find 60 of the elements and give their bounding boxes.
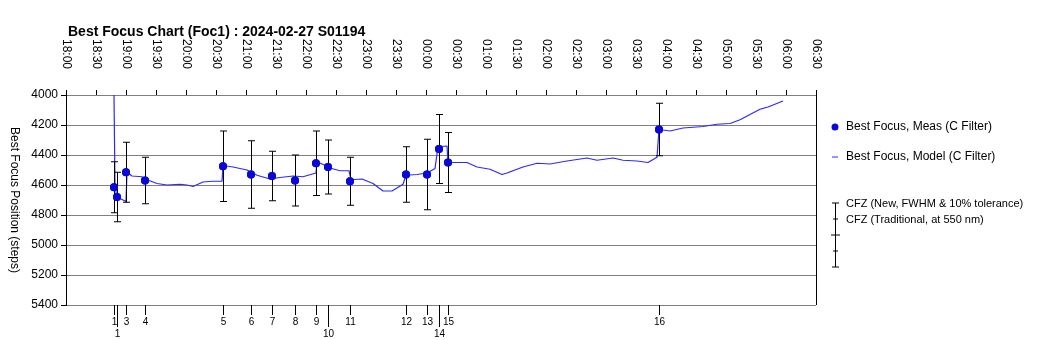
x-tick-label: 19:00 bbox=[120, 38, 135, 70]
x2-tick-label: 12 bbox=[400, 315, 413, 327]
annotation: 10 bbox=[322, 327, 335, 339]
annotation: 14 bbox=[433, 327, 446, 339]
x-tick-label: 18:00 bbox=[60, 38, 75, 70]
annotation: 1 bbox=[114, 327, 121, 339]
y-tick-label: 5200 bbox=[31, 267, 59, 282]
x-tick-label: 04:00 bbox=[660, 38, 675, 70]
y-tick-label: 4600 bbox=[31, 177, 59, 192]
x-tick-label: 04:30 bbox=[690, 38, 705, 70]
point bbox=[291, 176, 299, 185]
x-tick-label: 22:30 bbox=[330, 38, 345, 70]
x-tick-label: 22:00 bbox=[300, 38, 315, 70]
y-tick-label: 5400 bbox=[31, 297, 59, 312]
chart-title: Best Focus Chart (Foc1) : 2024-02-27 S01194 bbox=[68, 23, 366, 39]
x-tick-label: 21:30 bbox=[270, 38, 285, 70]
x2-tick-label: 16 bbox=[653, 315, 666, 327]
point bbox=[247, 170, 255, 179]
x-tick-label: 05:30 bbox=[750, 38, 765, 70]
x-tick-label: 05:00 bbox=[720, 38, 735, 70]
text: CFZ (New, FWHM & 10% tolerance) bbox=[846, 197, 1024, 210]
legend-label: Best Focus, Meas (C Filter) bbox=[846, 119, 993, 134]
x-tick-label: 18:30 bbox=[90, 38, 105, 70]
y-tick-label: 4800 bbox=[31, 207, 59, 222]
x2-tick-label: 15 bbox=[442, 315, 455, 327]
y-tick-label: 5000 bbox=[31, 237, 59, 252]
point bbox=[435, 145, 443, 153]
x-tick-label: 06:30 bbox=[810, 38, 825, 70]
y-axis-title: Best Focus Position (steps) bbox=[7, 126, 22, 274]
text: CFZ (Traditional, at 550 nm) bbox=[846, 213, 984, 226]
x-tick-label: 19:30 bbox=[150, 38, 165, 70]
x-tick-label: 06:00 bbox=[780, 38, 795, 70]
y-tick-label: 4000 bbox=[31, 87, 59, 102]
x2-tick-label: 11 bbox=[345, 315, 357, 327]
x-tick-label: 00:30 bbox=[450, 38, 465, 70]
x-tick-label: 01:30 bbox=[510, 38, 525, 70]
x2-tick-label: 3 bbox=[123, 315, 130, 327]
x2-tick-label: 8 bbox=[292, 315, 299, 327]
x-tick-label: 03:00 bbox=[600, 38, 615, 70]
y-tick-label: 4400 bbox=[31, 147, 59, 162]
x-tick-label: 03:30 bbox=[630, 38, 645, 70]
x2-tick-label: 6 bbox=[248, 315, 255, 327]
x-tick-label: 23:30 bbox=[390, 38, 405, 70]
x-tick-label: 20:00 bbox=[180, 38, 195, 70]
x-tick-label: 21:00 bbox=[240, 38, 255, 70]
x-tick-label: 00:00 bbox=[420, 38, 435, 70]
legend-label: Best Focus, Model (C Filter) bbox=[846, 149, 996, 164]
x2-tick-label: 9 bbox=[313, 315, 320, 327]
y-tick-label: 4200 bbox=[31, 117, 59, 132]
x2-tick-label: 4 bbox=[142, 315, 149, 327]
x-tick-label: 02:00 bbox=[540, 38, 555, 70]
x-tick-label: 23:00 bbox=[360, 38, 375, 70]
x2-tick-label: 7 bbox=[269, 315, 276, 327]
x-tick-label: 02:30 bbox=[570, 38, 585, 70]
x2-tick-label: 13 bbox=[421, 315, 434, 327]
x2-tick-label: 1 bbox=[111, 315, 118, 327]
point bbox=[268, 172, 276, 180]
x-tick-label: 01:00 bbox=[480, 38, 495, 70]
x2-tick-label: 5 bbox=[220, 315, 227, 327]
x-tick-label: 20:30 bbox=[210, 38, 225, 70]
